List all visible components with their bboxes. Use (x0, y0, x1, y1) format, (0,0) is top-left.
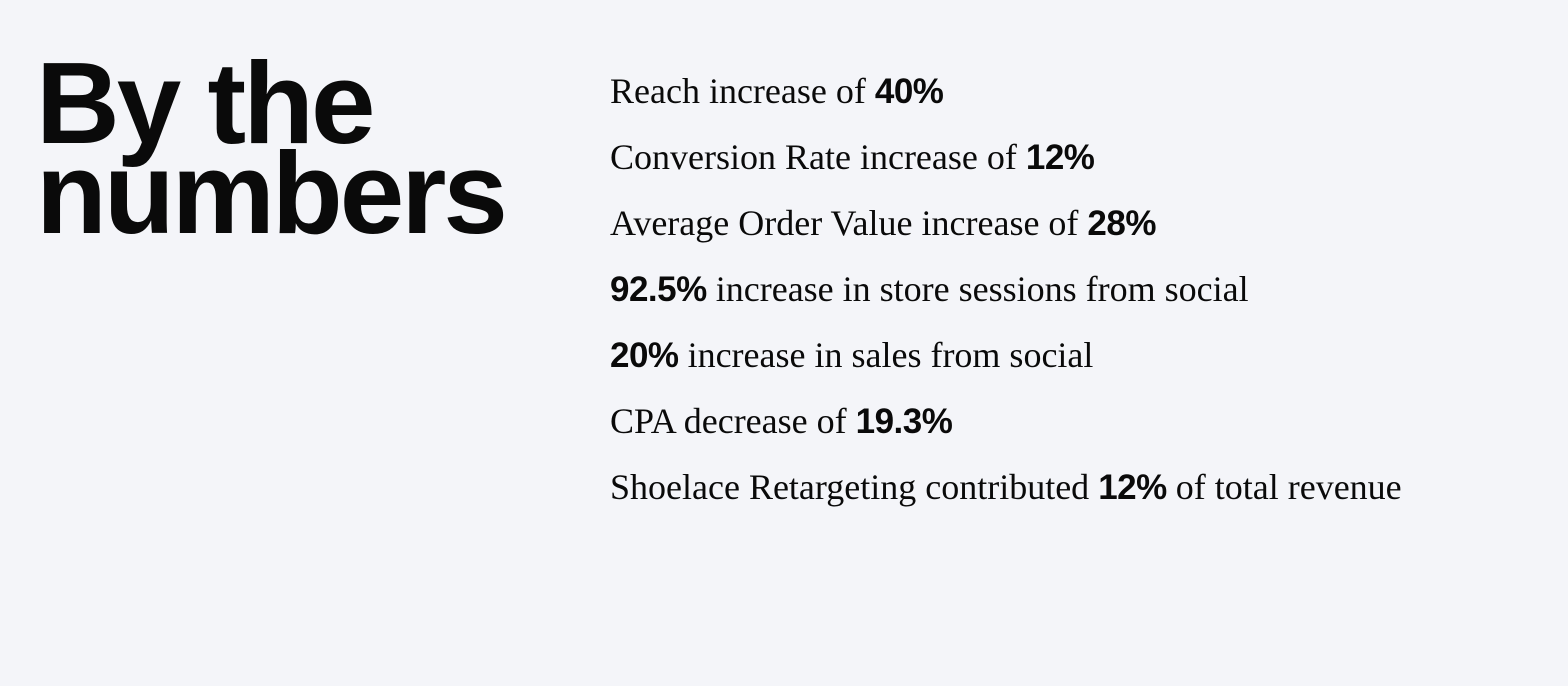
stat-value: 12% (1025, 138, 1095, 177)
stat-text: Average Order Value increase of (610, 203, 1079, 243)
stat-text: Reach increase of (610, 71, 866, 111)
stat-value: 40% (874, 72, 944, 111)
stat-item: Average Order Value increase of 28% (610, 198, 1402, 264)
stat-value: 28% (1087, 204, 1156, 243)
stat-item: 92.5% increase in store sessions from soc… (610, 264, 1402, 330)
stat-text: increase in sales from social (687, 335, 1094, 375)
stat-value: 12% (1098, 468, 1167, 507)
stat-text: increase in store sessions from social (715, 269, 1249, 309)
stat-text: CPA decrease of (610, 401, 847, 441)
stat-item: Conversion Rate increase of 12% (610, 132, 1402, 198)
stat-text: of total revenue (1175, 467, 1402, 507)
stat-item: CPA decrease of 19.3% (610, 396, 1402, 462)
stat-text: Shoelace Retargeting contributed (610, 467, 1090, 507)
heading: By the numbers (36, 38, 508, 258)
stat-text: Conversion Rate increase of (610, 137, 1017, 177)
stat-item: Shoelace Retargeting contributed 12% of to… (610, 462, 1402, 528)
stat-value: 19.3% (855, 402, 953, 441)
stat-item: Reach increase of 40% (610, 66, 1402, 132)
stats-list: Reach increase of 40% Conversion Rate incr… (610, 66, 1402, 528)
stat-value: 20% (610, 336, 679, 375)
stat-item: 20% increase in sales from social (610, 330, 1402, 396)
stat-value: 92.5% (610, 270, 707, 309)
